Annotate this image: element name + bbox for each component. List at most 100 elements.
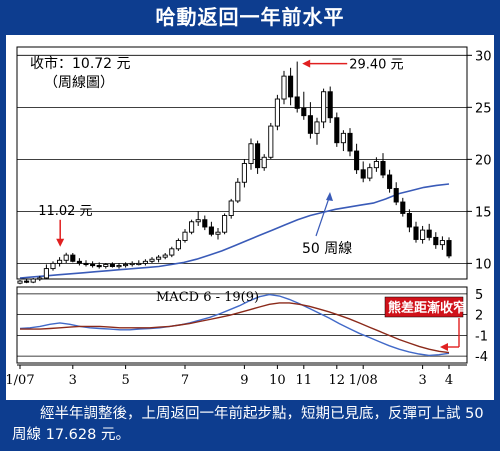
x-tick-label: 3 — [418, 373, 426, 388]
candle-body — [149, 258, 155, 262]
x-tick-label: 4 — [445, 373, 453, 388]
price-tick-label: 15 — [475, 205, 492, 220]
candle-body — [195, 219, 201, 223]
candle-body — [24, 280, 30, 283]
x-tick-label: 1/08 — [349, 373, 378, 388]
candle-body — [17, 280, 23, 284]
close-price-note: 收市：10.72 元 — [30, 55, 131, 72]
ma50-pointer — [315, 194, 331, 237]
candle-body — [446, 240, 452, 257]
candle-body — [248, 143, 254, 164]
candle-body — [281, 75, 287, 100]
x-tick-label: 10 — [269, 373, 286, 388]
ma50-label: 50 周線 — [302, 241, 352, 257]
candle-body — [235, 181, 241, 202]
callout-text: 熊差距漸收窄 — [388, 300, 466, 316]
ma50-pointer-head — [326, 192, 333, 201]
x-tick-label: 11 — [296, 373, 313, 388]
candle-body — [307, 115, 313, 134]
candle-body — [50, 262, 56, 270]
candle-body — [340, 132, 346, 144]
candle-body — [76, 260, 82, 264]
candle-body — [327, 91, 333, 119]
candle-body — [109, 263, 115, 267]
candle-body — [63, 254, 69, 261]
x-tick-label: 12 — [329, 373, 346, 388]
callout-pointer-head — [440, 343, 448, 351]
chart-panel: 10 15 20 25 30 5 2 -1 -4 收市：10.72 元 （周線圖） 29.40 元 11… — [6, 35, 494, 400]
candle-body — [261, 156, 267, 169]
candle-body — [426, 229, 432, 238]
candle-body — [367, 167, 373, 179]
price-tick-label: 25 — [475, 101, 492, 116]
candle-body — [360, 169, 366, 179]
candle-body — [222, 215, 228, 233]
candle-body — [301, 107, 307, 117]
candle-body — [162, 254, 168, 258]
x-tick-label: 9 — [240, 373, 248, 388]
candle-body — [156, 256, 162, 260]
candle-body — [208, 226, 214, 235]
stock-chart-svg: 10 15 20 25 30 5 2 -1 -4 收市：10.72 元 （周線圖） 29.40 元 11… — [6, 46, 492, 388]
high-price-label: 29.40 元 — [349, 58, 403, 73]
candle-body — [334, 117, 340, 144]
candle-body — [347, 132, 353, 152]
candle-body — [321, 91, 327, 123]
price-tick-label: 30 — [475, 49, 492, 64]
macd-dif-line — [19, 293, 450, 357]
x-tick-label: 1/07 — [6, 373, 35, 388]
candle-body — [373, 160, 379, 169]
candle-body — [30, 278, 36, 283]
candle-body — [116, 265, 122, 268]
candle-body — [439, 240, 445, 246]
caption-text: 經半年調整後，上周返回一年前起步點，短期已見底，反彈可上試 50 周線 17.6… — [12, 406, 484, 443]
candle-body — [189, 221, 195, 233]
candle-body — [43, 268, 49, 279]
candle-body — [103, 263, 109, 267]
candle-body — [37, 277, 43, 280]
candle-body — [288, 75, 294, 98]
candle-body — [380, 160, 386, 176]
candle-body — [268, 125, 274, 158]
callout-box — [384, 296, 464, 318]
x-tick-label: 5 — [121, 373, 129, 388]
price-tick-label: 10 — [475, 257, 492, 272]
weekly-chart-note: （周線圖） — [44, 75, 114, 91]
macd-tick-label: -4 — [475, 350, 488, 365]
price-tick-label: 20 — [475, 153, 492, 168]
candle-body — [182, 231, 188, 241]
x-tick-label: 7 — [181, 373, 189, 388]
candle-body — [274, 98, 280, 127]
candle-body — [215, 231, 221, 235]
candle-body — [70, 254, 76, 262]
candle-body — [241, 163, 247, 183]
macd-plot-frame — [16, 286, 468, 364]
candle-body — [175, 240, 181, 250]
candle-body — [90, 263, 96, 267]
high-arrow-head — [302, 59, 311, 68]
candle-body — [387, 174, 393, 189]
candle-body — [255, 143, 261, 169]
candle-body — [294, 96, 300, 109]
candle-body — [129, 262, 135, 266]
candle-body — [83, 262, 89, 266]
candle-body — [433, 236, 439, 246]
macd-tick-label: -1 — [475, 329, 488, 344]
candle-body — [57, 259, 63, 264]
early-arrow-head — [56, 238, 65, 247]
candle-body — [406, 213, 412, 228]
macd-tick-label: 5 — [475, 288, 483, 303]
candle-body — [314, 121, 320, 134]
ma50-line — [19, 183, 450, 279]
macd-tick-label: 2 — [475, 309, 483, 324]
chart-title: 哈動返回一年前水平 — [155, 5, 345, 29]
candle-body — [96, 265, 102, 268]
candle-body — [123, 263, 129, 267]
candle-body — [420, 229, 426, 240]
macd-signal-line — [20, 302, 450, 354]
candle-body — [400, 201, 406, 214]
x-tick-label: 3 — [69, 373, 77, 388]
candle-body — [413, 226, 419, 240]
price-plot-frame — [16, 46, 468, 280]
candle-body — [228, 200, 234, 216]
